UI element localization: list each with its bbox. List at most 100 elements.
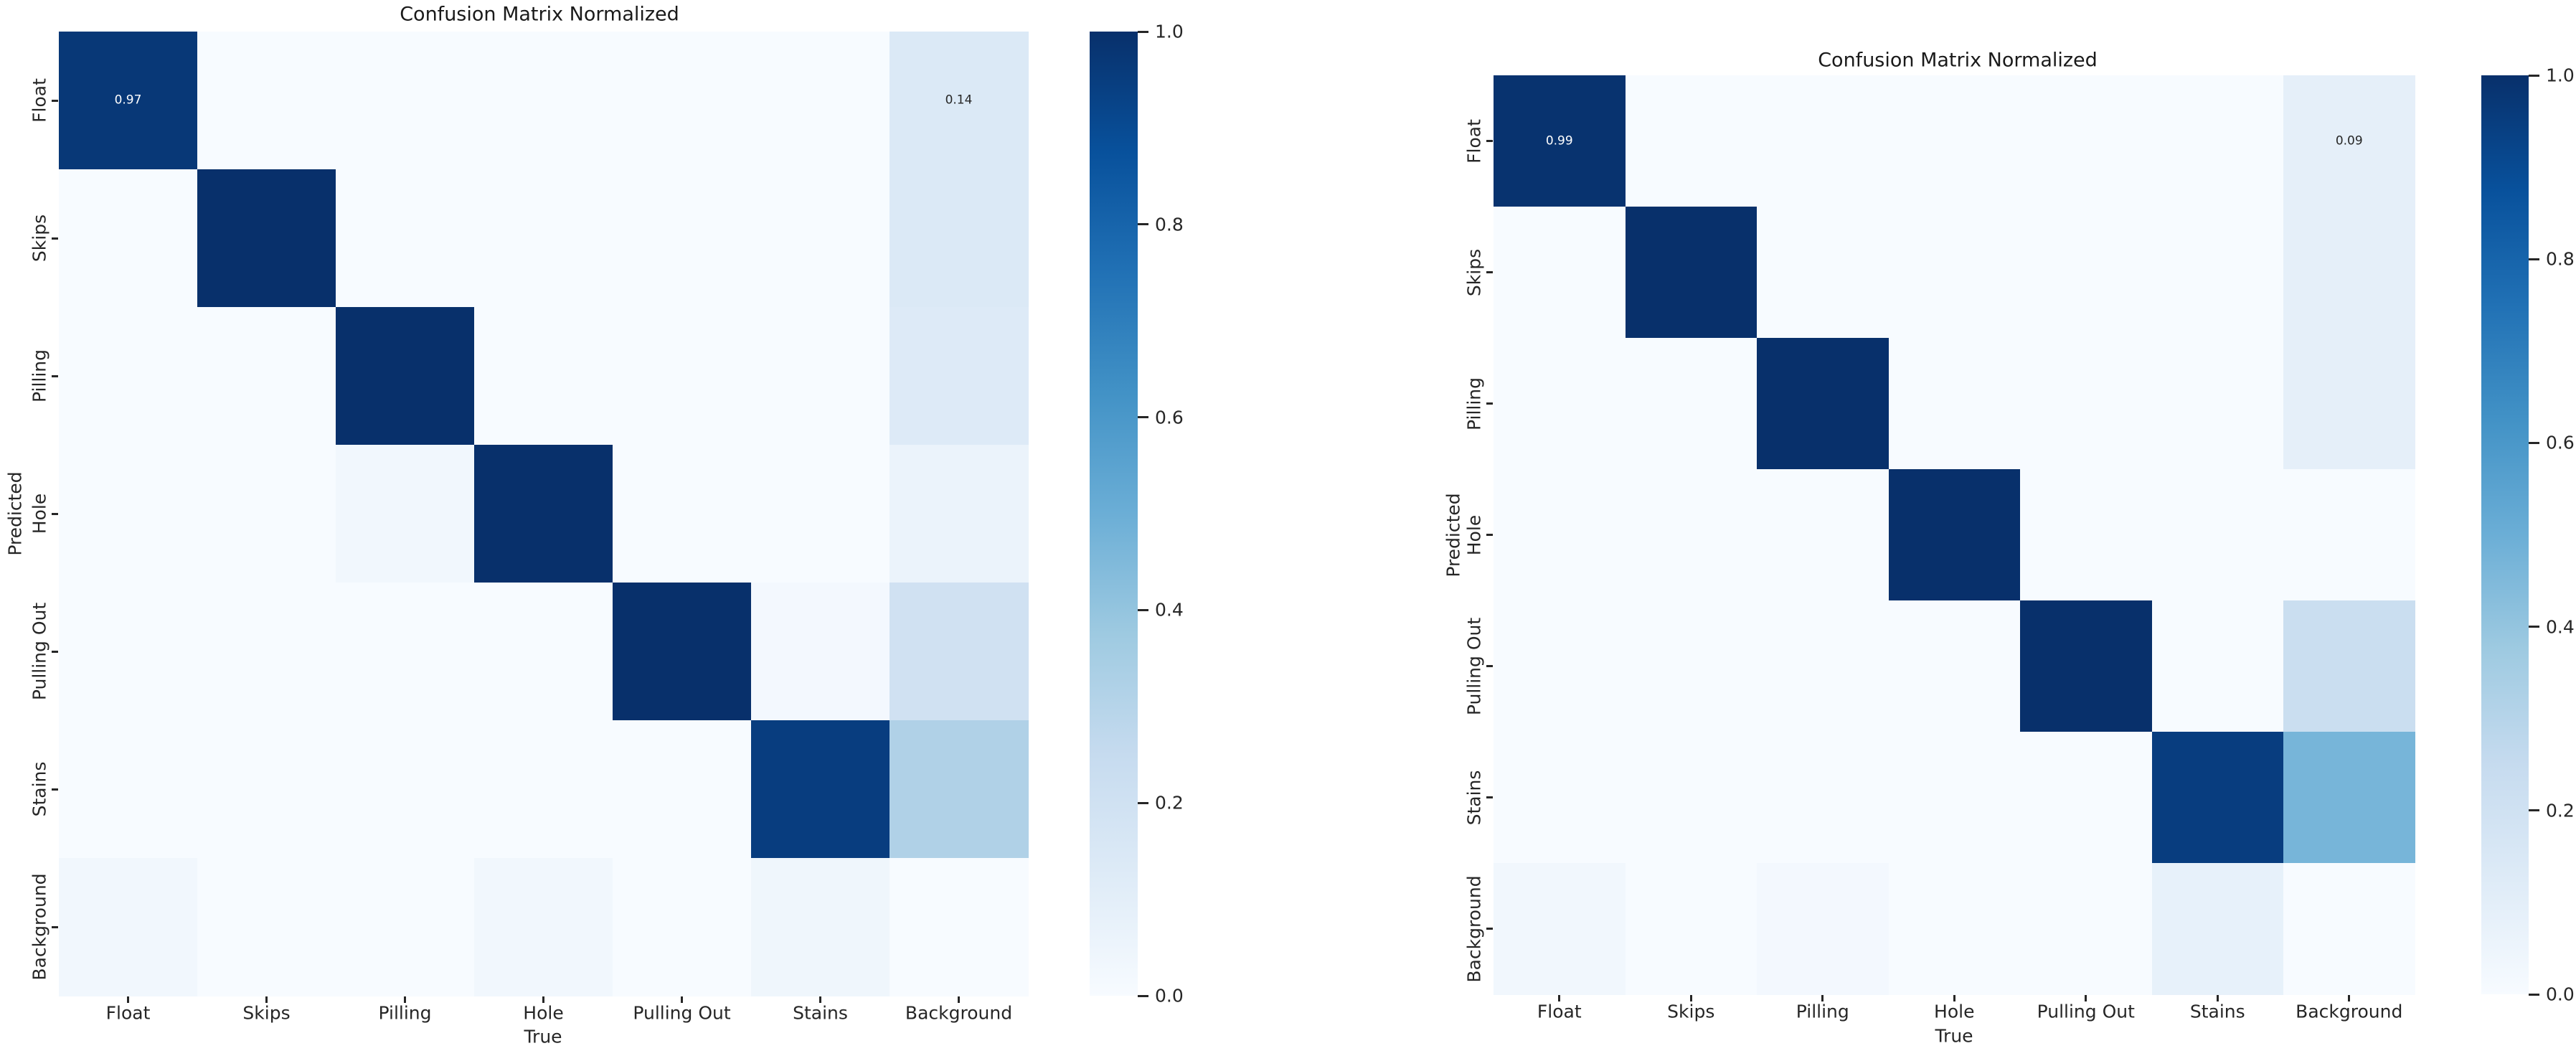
heatmap-cell — [1494, 75, 1626, 207]
heatmap-cell — [336, 858, 475, 996]
colorbar-tick-label: 0.4 — [1155, 599, 1184, 621]
heatmap-cell — [1494, 732, 1626, 864]
heatmap-cell — [1757, 75, 1889, 207]
heatmap-cell — [474, 858, 613, 996]
colorbar-tick-label: 0.8 — [2546, 248, 2575, 270]
heatmap-cell — [751, 720, 890, 859]
heatmap-cell — [474, 583, 613, 721]
x-tick-label: Float — [105, 1002, 151, 1024]
y-tick-mark — [52, 512, 58, 515]
heatmap-cell — [890, 32, 1029, 170]
x-tick-mark — [2085, 995, 2087, 1001]
cell-annotation: 0.99 — [1545, 133, 1573, 148]
heatmap-cell — [1888, 863, 2021, 995]
x-tick-label: Float — [1537, 1001, 1582, 1022]
heatmap-cell — [2151, 75, 2284, 207]
x-tick-mark — [681, 996, 683, 1003]
x-tick-label: Hole — [1934, 1001, 1975, 1022]
colorbar-tick-label: 0.2 — [2546, 800, 2575, 821]
colorbar-tick-mark — [2529, 441, 2539, 444]
heatmap-cell — [751, 169, 890, 308]
y-tick-mark — [1486, 928, 1493, 930]
colorbar-tick-mark — [1138, 994, 1148, 997]
x-tick-label: Pilling — [378, 1002, 432, 1024]
colorbar-gradient — [1090, 32, 1138, 996]
heatmap-cell — [59, 858, 198, 996]
x-tick-label: Pulling Out — [633, 1002, 731, 1024]
chart-title: Confusion Matrix Normalized — [400, 3, 679, 26]
y-tick-label: Float — [1463, 118, 1485, 164]
heatmap-cell — [1494, 207, 1626, 339]
colorbar-gradient — [2481, 75, 2529, 994]
y-tick-label: Skips — [1463, 248, 1485, 296]
heatmap-cell — [1888, 207, 2021, 339]
heatmap-cell — [890, 169, 1029, 308]
heatmap-cell — [2283, 732, 2416, 864]
heatmap-cell — [197, 720, 336, 859]
colorbar-tick-mark — [2529, 258, 2539, 260]
heatmap-cell — [2020, 75, 2153, 207]
heatmap-cell — [2020, 338, 2153, 470]
colorbar-tick-mark — [2529, 626, 2539, 628]
heatmap-cell — [751, 32, 890, 170]
y-tick-mark — [52, 788, 58, 791]
x-tick-mark — [404, 996, 406, 1003]
x-tick-label: Stains — [2189, 1001, 2245, 1022]
heatmap-cell — [613, 307, 752, 446]
heatmap-cell — [751, 445, 890, 583]
heatmap-cell — [1625, 600, 1758, 732]
heatmap-cell — [197, 307, 336, 446]
heatmap-cell — [2283, 863, 2416, 995]
colorbar-tick-mark — [1138, 608, 1148, 611]
heatmap-cell — [336, 583, 475, 721]
heatmap-cell — [1888, 75, 2021, 207]
heatmap-cell — [613, 583, 752, 721]
heatmap-cell — [1757, 338, 1889, 470]
colorbar-tick-label: 0.6 — [2546, 432, 2575, 453]
heatmap-cell — [1757, 469, 1889, 601]
heatmap-cell — [613, 858, 752, 996]
y-tick-mark — [1486, 665, 1493, 667]
heatmap-cell — [1888, 600, 2021, 732]
y-tick-mark — [1486, 140, 1493, 142]
y-tick-mark — [1486, 271, 1493, 273]
heatmap-cell — [59, 445, 198, 583]
x-axis-label: True — [1935, 1025, 1973, 1047]
heatmap-cell — [2020, 469, 2153, 601]
y-axis-label: Predicted — [1443, 493, 1464, 578]
colorbar-tick-label: 0.8 — [1155, 214, 1184, 235]
x-tick-label: Hole — [523, 1002, 564, 1024]
x-tick-mark — [542, 996, 544, 1003]
x-tick-label: Skips — [1667, 1001, 1715, 1022]
y-tick-mark — [52, 925, 58, 928]
heatmap-cell — [336, 32, 475, 170]
heatmap-cell — [1625, 469, 1758, 601]
y-tick-mark — [1486, 796, 1493, 798]
heatmap-cell — [197, 858, 336, 996]
heatmap-cell — [1757, 732, 1889, 864]
heatmap-cell — [336, 720, 475, 859]
x-tick-mark — [265, 996, 268, 1003]
colorbar-tick-mark — [1138, 416, 1148, 419]
y-tick-mark — [1486, 534, 1493, 536]
heatmap-cell — [1494, 600, 1626, 732]
y-tick-mark — [52, 650, 58, 653]
heatmap-cell — [751, 858, 890, 996]
colorbar-tick-mark — [1138, 30, 1148, 33]
heatmap-cell — [197, 32, 336, 170]
colorbar-tick-label: 0.0 — [1155, 985, 1184, 1006]
heatmap-cell — [613, 32, 752, 170]
heatmap-cell — [2151, 207, 2284, 339]
heatmap-cell — [2151, 863, 2284, 995]
colorbar-tick-label: 0.6 — [1155, 407, 1184, 428]
heatmap-cell — [59, 583, 198, 721]
chart-title: Confusion Matrix Normalized — [1818, 49, 2098, 72]
heatmap-cell — [2283, 338, 2416, 470]
colorbar-tick-label: 1.0 — [1155, 21, 1184, 42]
heatmap-cell — [2283, 469, 2416, 601]
heatmap-cell — [890, 445, 1029, 583]
heatmap-cell — [2020, 600, 2153, 732]
